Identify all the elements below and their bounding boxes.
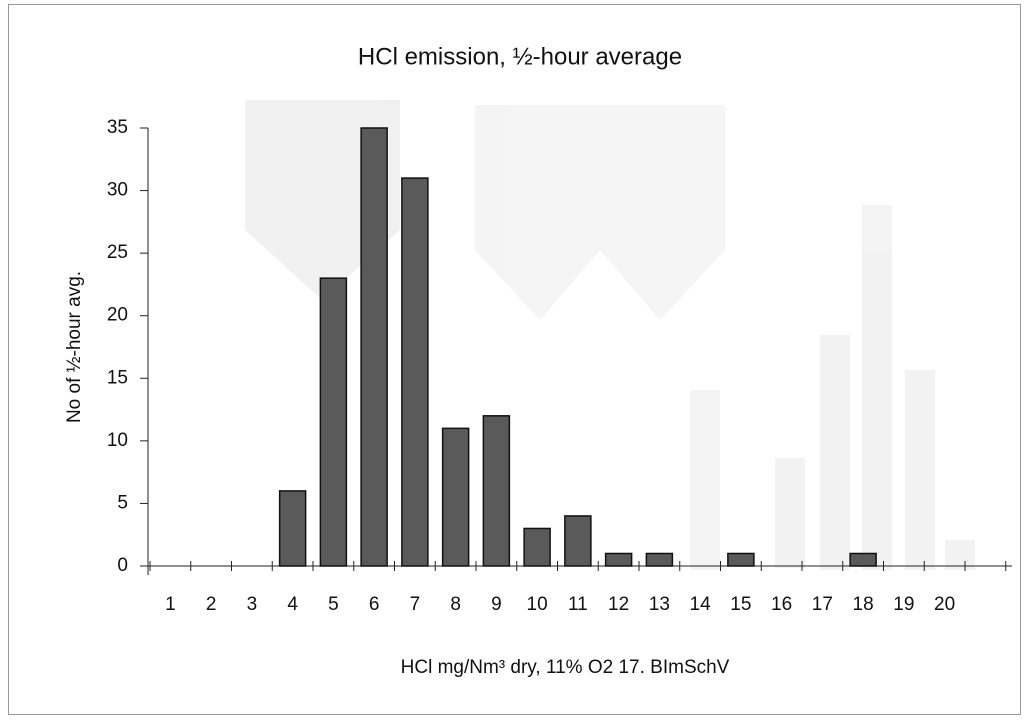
- x-tick-label: 11: [568, 594, 588, 615]
- bar: [523, 527, 551, 567]
- chart-title: HCl emission, ½-hour average: [358, 43, 682, 70]
- x-tick-label: 17: [812, 594, 833, 615]
- x-tick-label: 2: [206, 594, 217, 615]
- x-tick-label: 8: [450, 594, 461, 615]
- chart-frame: [8, 4, 1021, 715]
- bar: [604, 552, 633, 567]
- bar: [482, 415, 511, 567]
- x-tick-label: 6: [369, 594, 380, 615]
- bar: [319, 277, 348, 567]
- x-tick-label: 9: [491, 594, 502, 615]
- x-tick-label: 18: [853, 594, 874, 615]
- x-tick-label: 20: [934, 594, 955, 615]
- y-tick-label: 25: [107, 242, 128, 263]
- x-tick-label: 7: [410, 594, 421, 615]
- y-tick-label: 10: [107, 430, 128, 451]
- x-tick-label: 16: [771, 594, 792, 615]
- x-tick-label: 14: [690, 594, 712, 615]
- x-tick-label: 3: [247, 594, 258, 615]
- y-tick-label: 30: [107, 180, 128, 201]
- x-tick-label: 12: [608, 594, 629, 615]
- x-tick-label: 19: [893, 594, 914, 615]
- x-axis-label: HCl mg/Nm³ dry, 11% O2 17. BImSchV: [401, 657, 730, 678]
- y-tick-label: 35: [107, 117, 128, 138]
- bar: [441, 427, 470, 567]
- x-tick-label: 15: [730, 594, 751, 615]
- x-tick-label: 10: [527, 594, 548, 615]
- x-tick-label: 1: [165, 594, 176, 615]
- bar: [360, 127, 388, 567]
- y-tick-label: 15: [107, 367, 128, 388]
- y-tick-label: 0: [117, 555, 128, 576]
- y-axis-label: No of ½-hour avg.: [64, 271, 85, 423]
- y-tick-label: 20: [107, 305, 128, 326]
- x-tick-label: 4: [287, 594, 298, 615]
- bar: [278, 490, 307, 567]
- bar: [401, 177, 429, 567]
- x-tick-label: 13: [649, 594, 670, 615]
- y-tick-label: 5: [117, 492, 128, 513]
- bar: [727, 552, 755, 567]
- bar: [645, 552, 674, 567]
- bar: [564, 515, 592, 567]
- x-tick-label: 5: [328, 594, 339, 615]
- bar: [849, 552, 877, 567]
